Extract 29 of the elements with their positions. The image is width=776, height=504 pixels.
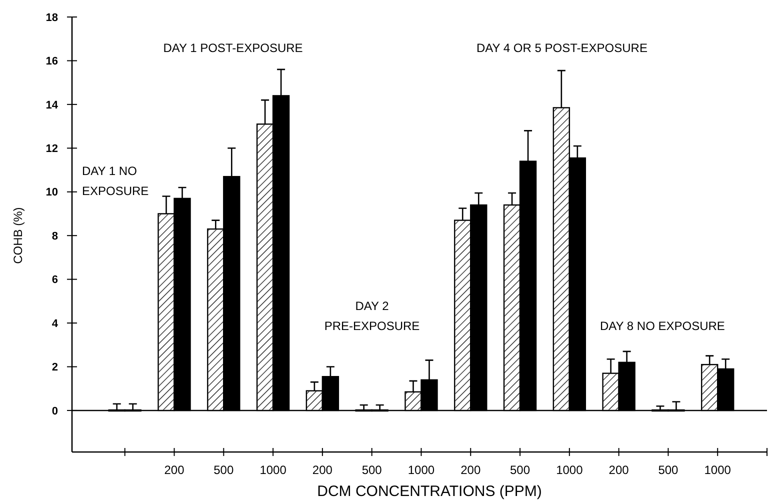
y-tick-label: 6 <box>52 274 58 286</box>
x-tick-label: 500 <box>658 463 679 477</box>
x-tick-label: 200 <box>312 463 333 477</box>
y-axis-title: COHB (%) <box>11 207 25 264</box>
x-tick-label: 200 <box>460 463 481 477</box>
y-tick-label: 16 <box>46 56 58 68</box>
annotation: DAY 1 NO EXPOSURE <box>82 164 149 198</box>
y-tick-label: 18 <box>46 12 58 24</box>
x-tick-label: 1000 <box>408 463 435 477</box>
y-tick-label: 2 <box>52 362 58 374</box>
x-tick-label: 200 <box>164 463 185 477</box>
x-tick-label: 500 <box>510 463 530 477</box>
y-tick-label: 8 <box>52 230 58 242</box>
y-tick-label: 4 <box>52 318 59 330</box>
annotation: DAY 1 POST-EXPOSURE <box>163 41 303 55</box>
x-axis-title: DCM CONCENTRATIONS (PPM) <box>317 483 542 500</box>
y-tick-label: 10 <box>46 186 58 199</box>
annotation: DAY 8 NO EXPOSURE <box>600 319 725 333</box>
x-tick-label: 1000 <box>260 463 287 477</box>
y-tick-label: 14 <box>46 99 59 112</box>
annotation: DAY 2 PRE-EXPOSURE <box>324 299 420 333</box>
x-tick-label: 200 <box>608 463 630 477</box>
y-tick-label: 0 <box>52 405 58 418</box>
y-tick-label: 12 <box>46 143 58 156</box>
x-tick-label: 1000 <box>556 463 584 477</box>
annotation: DAY 4 OR 5 POST-EXPOSURE <box>476 41 648 55</box>
x-tick-label: 500 <box>214 463 234 477</box>
x-tick-label: 1000 <box>704 463 732 477</box>
x-tick-label: 500 <box>362 463 382 477</box>
